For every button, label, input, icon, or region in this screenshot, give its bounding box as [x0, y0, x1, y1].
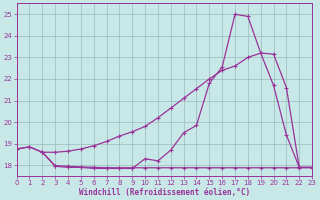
X-axis label: Windchill (Refroidissement éolien,°C): Windchill (Refroidissement éolien,°C) [79, 188, 250, 197]
